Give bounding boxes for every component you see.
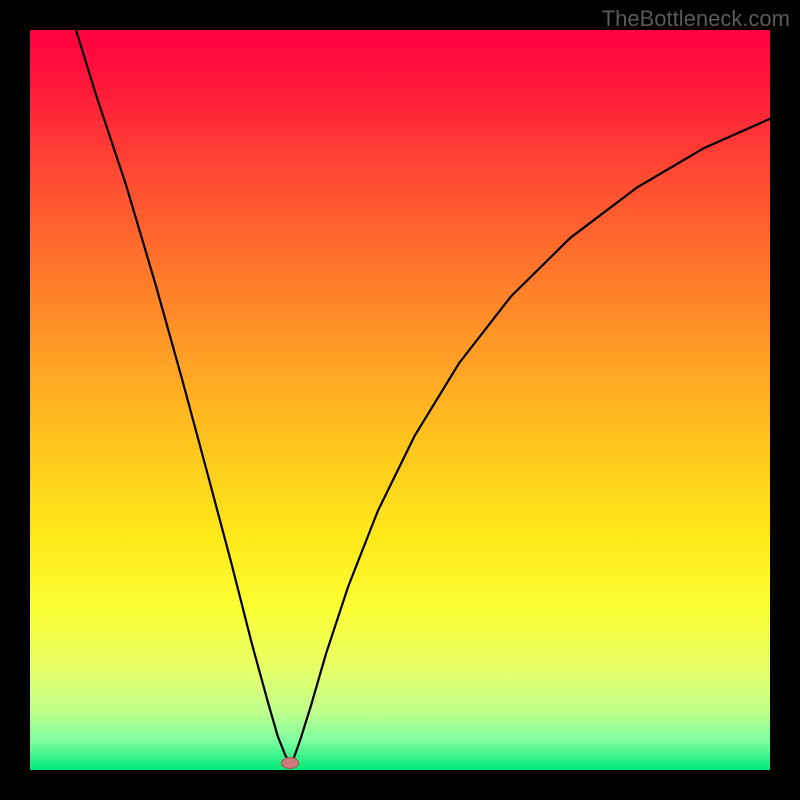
curve-layer bbox=[30, 30, 770, 770]
bottleneck-curve bbox=[71, 30, 770, 763]
watermark-text: TheBottleneck.com bbox=[602, 6, 790, 32]
plot-area bbox=[30, 30, 770, 770]
minimum-marker bbox=[281, 757, 299, 769]
chart-stage: TheBottleneck.com bbox=[0, 0, 800, 800]
